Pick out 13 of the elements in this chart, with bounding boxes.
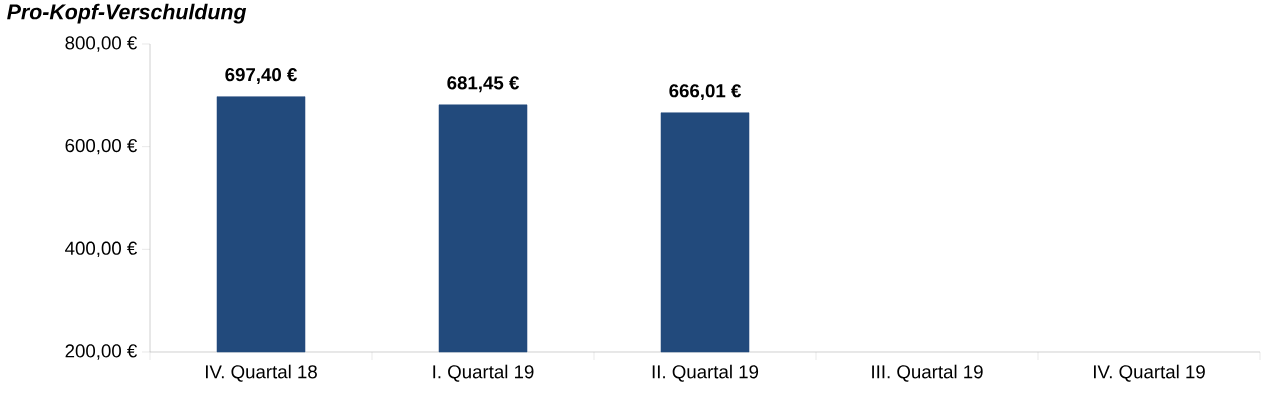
x-tick-label: IV. Quartal 18: [205, 364, 317, 382]
x-tick-label: I. Quartal 19: [433, 364, 534, 382]
x-tick-label: II. Quartal 19: [652, 364, 759, 382]
data-label: 681,45 €: [447, 76, 519, 93]
y-tick-label: 600,00 €: [65, 138, 137, 155]
y-tick-label: 200,00 €: [65, 344, 137, 360]
y-tick-label: 800,00 €: [65, 36, 137, 52]
x-tick-label: IV. Quartal 19: [1094, 364, 1205, 382]
chart-title: Pro-Kopf-Verschuldung: [7, 3, 247, 24]
y-tick-label: 400,00 €: [65, 241, 137, 258]
x-tick-label: III. Quartal 19: [872, 364, 983, 382]
data-label: 666,01 €: [669, 84, 741, 101]
data-label: 697,40 €: [225, 68, 297, 84]
